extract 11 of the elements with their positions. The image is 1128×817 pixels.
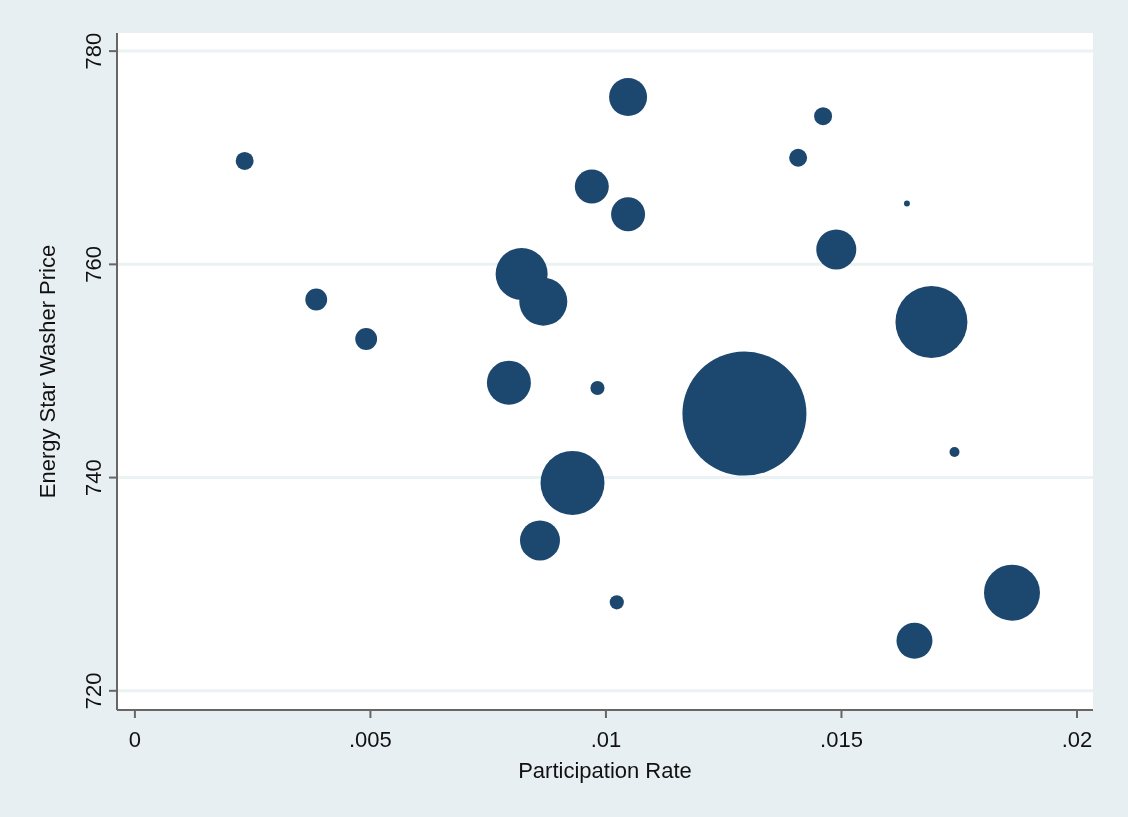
x-tick-label: .005	[349, 727, 392, 752]
y-axis-title: Energy Star Washer Price	[35, 244, 60, 499]
y-tick-label: 760	[81, 245, 106, 283]
y-tick-label: 720	[81, 672, 106, 710]
x-tick-label: .01	[590, 727, 622, 752]
y-tick-label: 740	[81, 459, 106, 496]
x-tick-label: .02	[1061, 727, 1093, 752]
x-axis-title: Participation Rate	[518, 758, 692, 783]
y-tick-label: 780	[81, 32, 106, 70]
x-tick-label: 0	[128, 727, 142, 752]
x-tick-label: .015	[820, 727, 863, 752]
